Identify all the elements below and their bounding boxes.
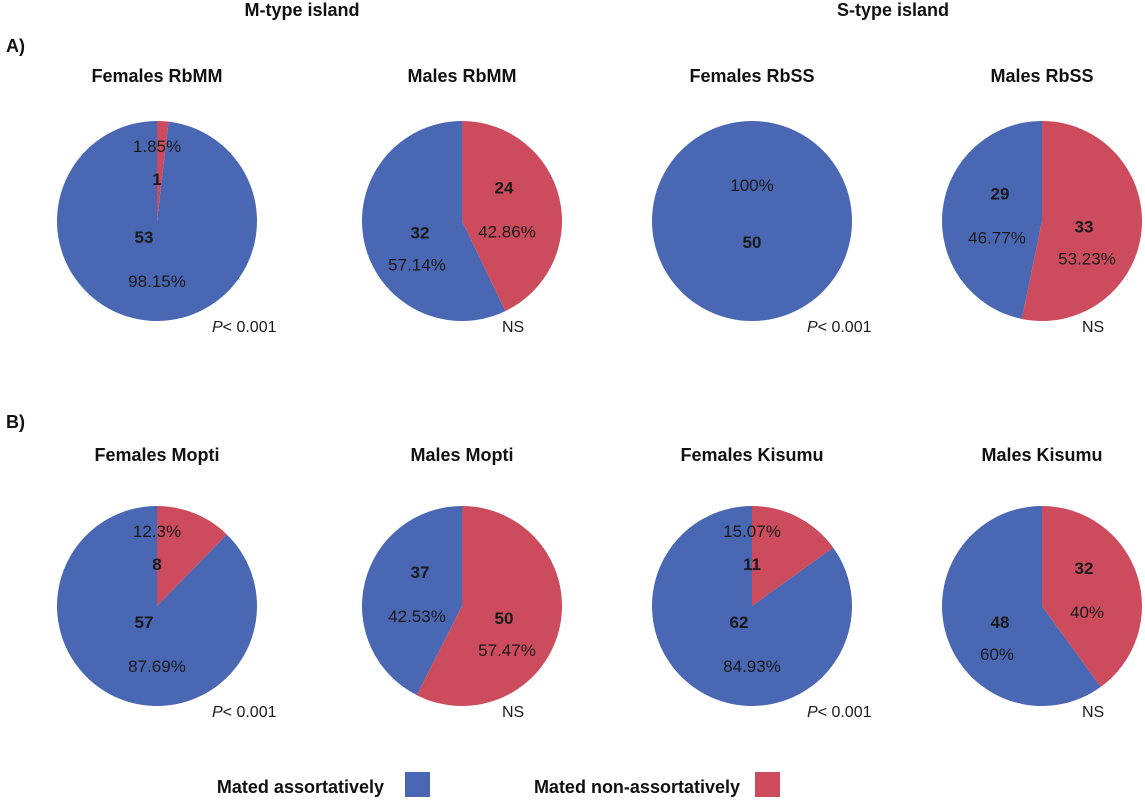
percent-label-non-assortative-females-kisumu: 15.07%: [723, 522, 781, 541]
count-label-assortative-females-rbmm: 53: [135, 228, 154, 247]
percent-label-assortative-females-rbmm: 98.15%: [128, 272, 186, 291]
count-label-assortative-males-rbss: 29: [991, 185, 1010, 204]
count-label-non-assortative-females-kisumu: 11: [743, 555, 761, 574]
percent-label-assortative-males-rbss: 46.77%: [968, 229, 1026, 248]
chart-title-females-rbss: Females RbSS: [689, 66, 814, 86]
percent-label-non-assortative-males-mopti: 57.47%: [478, 641, 536, 660]
chart-title-females-rbmm: Females RbMM: [91, 66, 222, 86]
legend-swatch-assortative: [405, 772, 430, 797]
chart-title-females-kisumu: Females Kisumu: [680, 445, 823, 465]
count-label-non-assortative-females-rbmm: 1: [152, 170, 161, 189]
significance-label-females-mopti: P< 0.001: [212, 704, 277, 721]
count-label-non-assortative-males-mopti: 50: [495, 609, 514, 628]
percent-label-non-assortative-males-rbss: 53.23%: [1058, 249, 1116, 268]
chart-title-males-kisumu: Males Kisumu: [981, 445, 1102, 465]
s-type-header: S-type island: [837, 0, 949, 20]
slice-non-assortative-males-mopti: [416, 506, 563, 706]
percent-label-assortative-males-rbmm: 57.14%: [388, 256, 446, 275]
legend: Mated assortatively Mated non-assortativ…: [217, 772, 780, 797]
slice-assortative-males-mopti: [362, 506, 462, 696]
pie-females-mopti: Females Mopti 8 12.3% 57 87.69% P< 0.001: [56, 445, 277, 721]
count-label-assortative-females-mopti: 57: [135, 613, 154, 632]
significance-label-males-rbss: NS: [1082, 319, 1104, 336]
chart-title-females-mopti: Females Mopti: [94, 445, 219, 465]
chart-title-males-rbmm: Males RbMM: [407, 66, 516, 86]
chart-title-males-mopti: Males Mopti: [410, 445, 513, 465]
slice-assortative-males-rbmm: [361, 121, 506, 321]
slice-assortative-males-rbss: [941, 121, 1042, 319]
slice-non-assortative-males-rbmm: [462, 121, 562, 312]
pie-males-kisumu: Males Kisumu 48 60% 32 40% NS: [942, 445, 1143, 721]
significance-label-males-mopti: NS: [502, 704, 524, 721]
slice-non-assortative-females-rbmm: [157, 121, 169, 221]
legend-label-non-assortative: Mated non-assortatively: [534, 777, 740, 797]
panel-label-a: A): [6, 36, 25, 56]
percent-label-assortative-females-mopti: 87.69%: [128, 657, 186, 676]
pie-females-kisumu: Females Kisumu 11 15.07% 62 84.93% P< 0.001: [652, 445, 872, 721]
slice-non-assortative-females-kisumu: [752, 506, 834, 606]
pie-males-mopti: Males Mopti 37 42.53% 50 57.47% NS: [362, 445, 563, 721]
slice-non-assortative-males-kisumu: [1042, 506, 1143, 687]
count-label-non-assortative-males-rbss: 33: [1075, 217, 1094, 236]
percent-label-non-assortative-males-rbmm: 42.86%: [478, 222, 536, 241]
significance-label-females-rbmm: P< 0.001: [212, 319, 277, 336]
percent-label-non-assortative-males-kisumu: 40%: [1070, 603, 1104, 622]
count-label-non-assortative-males-kisumu: 32: [1075, 559, 1094, 578]
chart-title-males-rbss: Males RbSS: [990, 66, 1093, 86]
pie-females-rbss: Females RbSS 50 100% P< 0.001: [652, 66, 872, 336]
percent-label-non-assortative-females-rbmm: 1.85%: [133, 137, 181, 156]
significance-label-males-kisumu: NS: [1082, 704, 1104, 721]
slice-assortative-females-rbmm: [56, 121, 257, 321]
pie-males-rbss: Males RbSS 29 46.77% 33 53.23% NS: [941, 66, 1142, 336]
significance-label-females-rbss: P< 0.001: [807, 319, 872, 336]
percent-label-assortative-males-mopti: 42.53%: [388, 607, 446, 626]
count-label-assortative-females-kisumu: 62: [730, 613, 749, 632]
slice-non-assortative-females-mopti: [157, 506, 227, 606]
slice-non-assortative-males-rbss: [1021, 121, 1142, 322]
percent-label-assortative-males-kisumu: 60%: [980, 645, 1014, 664]
pie-males-rbmm: Males RbMM 32 57.14% 24 42.86% NS: [361, 66, 562, 336]
count-label-assortative-males-kisumu: 48: [991, 613, 1010, 632]
count-label-assortative-females-rbss: 50: [743, 233, 762, 252]
pie-females-rbmm: Females RbMM 1 1.85% 53 98.15% P< 0.001: [56, 66, 277, 336]
percent-label-assortative-females-kisumu: 84.93%: [723, 657, 781, 676]
m-type-header: M-type island: [244, 0, 359, 20]
slice-assortative-males-kisumu: [942, 506, 1101, 706]
count-label-non-assortative-females-mopti: 8: [152, 555, 161, 574]
significance-label-females-kisumu: P< 0.001: [807, 704, 872, 721]
count-label-non-assortative-males-rbmm: 24: [495, 178, 514, 197]
count-label-assortative-males-rbmm: 32: [411, 224, 430, 243]
panel-label-b: B): [6, 412, 25, 432]
legend-label-assortative: Mated assortatively: [217, 777, 384, 797]
pie-charts: Females RbMM 1 1.85% 53 98.15% P< 0.001 Males …: [56, 66, 1143, 721]
slice-assortative-females-mopti: [56, 506, 257, 707]
count-label-assortative-males-mopti: 37: [411, 563, 430, 582]
percent-label-non-assortative-females-mopti: 12.3%: [133, 522, 181, 541]
significance-label-males-rbmm: NS: [502, 319, 524, 336]
percent-label-assortative-females-rbss: 100%: [730, 176, 773, 195]
slice-assortative-females-rbss: [652, 121, 852, 321]
legend-swatch-non-assortative: [755, 772, 780, 797]
